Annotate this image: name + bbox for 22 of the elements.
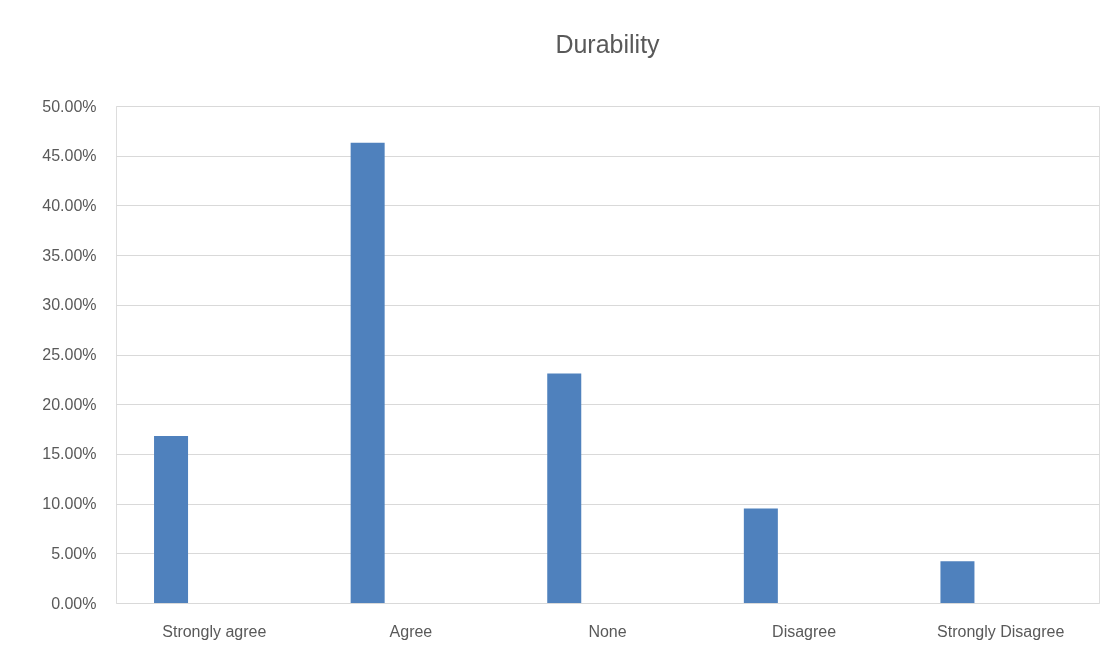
y-tick-label: 40.00% bbox=[42, 196, 97, 214]
y-tick-label: 50.00% bbox=[42, 97, 97, 115]
y-tick-label: 5.00% bbox=[51, 544, 97, 562]
bar bbox=[743, 508, 778, 603]
bar bbox=[547, 373, 582, 603]
x-tick-label: None bbox=[588, 622, 627, 640]
y-tick-label: 25.00% bbox=[42, 346, 97, 363]
bar bbox=[350, 142, 385, 603]
y-tick-label: 15.00% bbox=[42, 445, 97, 463]
bar bbox=[940, 561, 975, 603]
y-tick-label: 30.00% bbox=[42, 296, 97, 314]
x-tick-label: Disagree bbox=[772, 622, 837, 640]
y-tick-label: 35.00% bbox=[42, 246, 97, 264]
chart-title: Durability bbox=[555, 30, 661, 58]
y-tick-label: 45.00% bbox=[42, 147, 97, 165]
x-tick-label: Strongly Disagree bbox=[937, 622, 1065, 640]
y-tick-label: 20.00% bbox=[42, 395, 97, 413]
x-tick-label: Strongly agree bbox=[162, 622, 267, 640]
bar bbox=[154, 436, 189, 603]
y-tick-label: 0.00% bbox=[51, 594, 97, 612]
y-tick-label: 10.00% bbox=[42, 495, 97, 513]
x-tick-label: Agree bbox=[389, 622, 433, 640]
